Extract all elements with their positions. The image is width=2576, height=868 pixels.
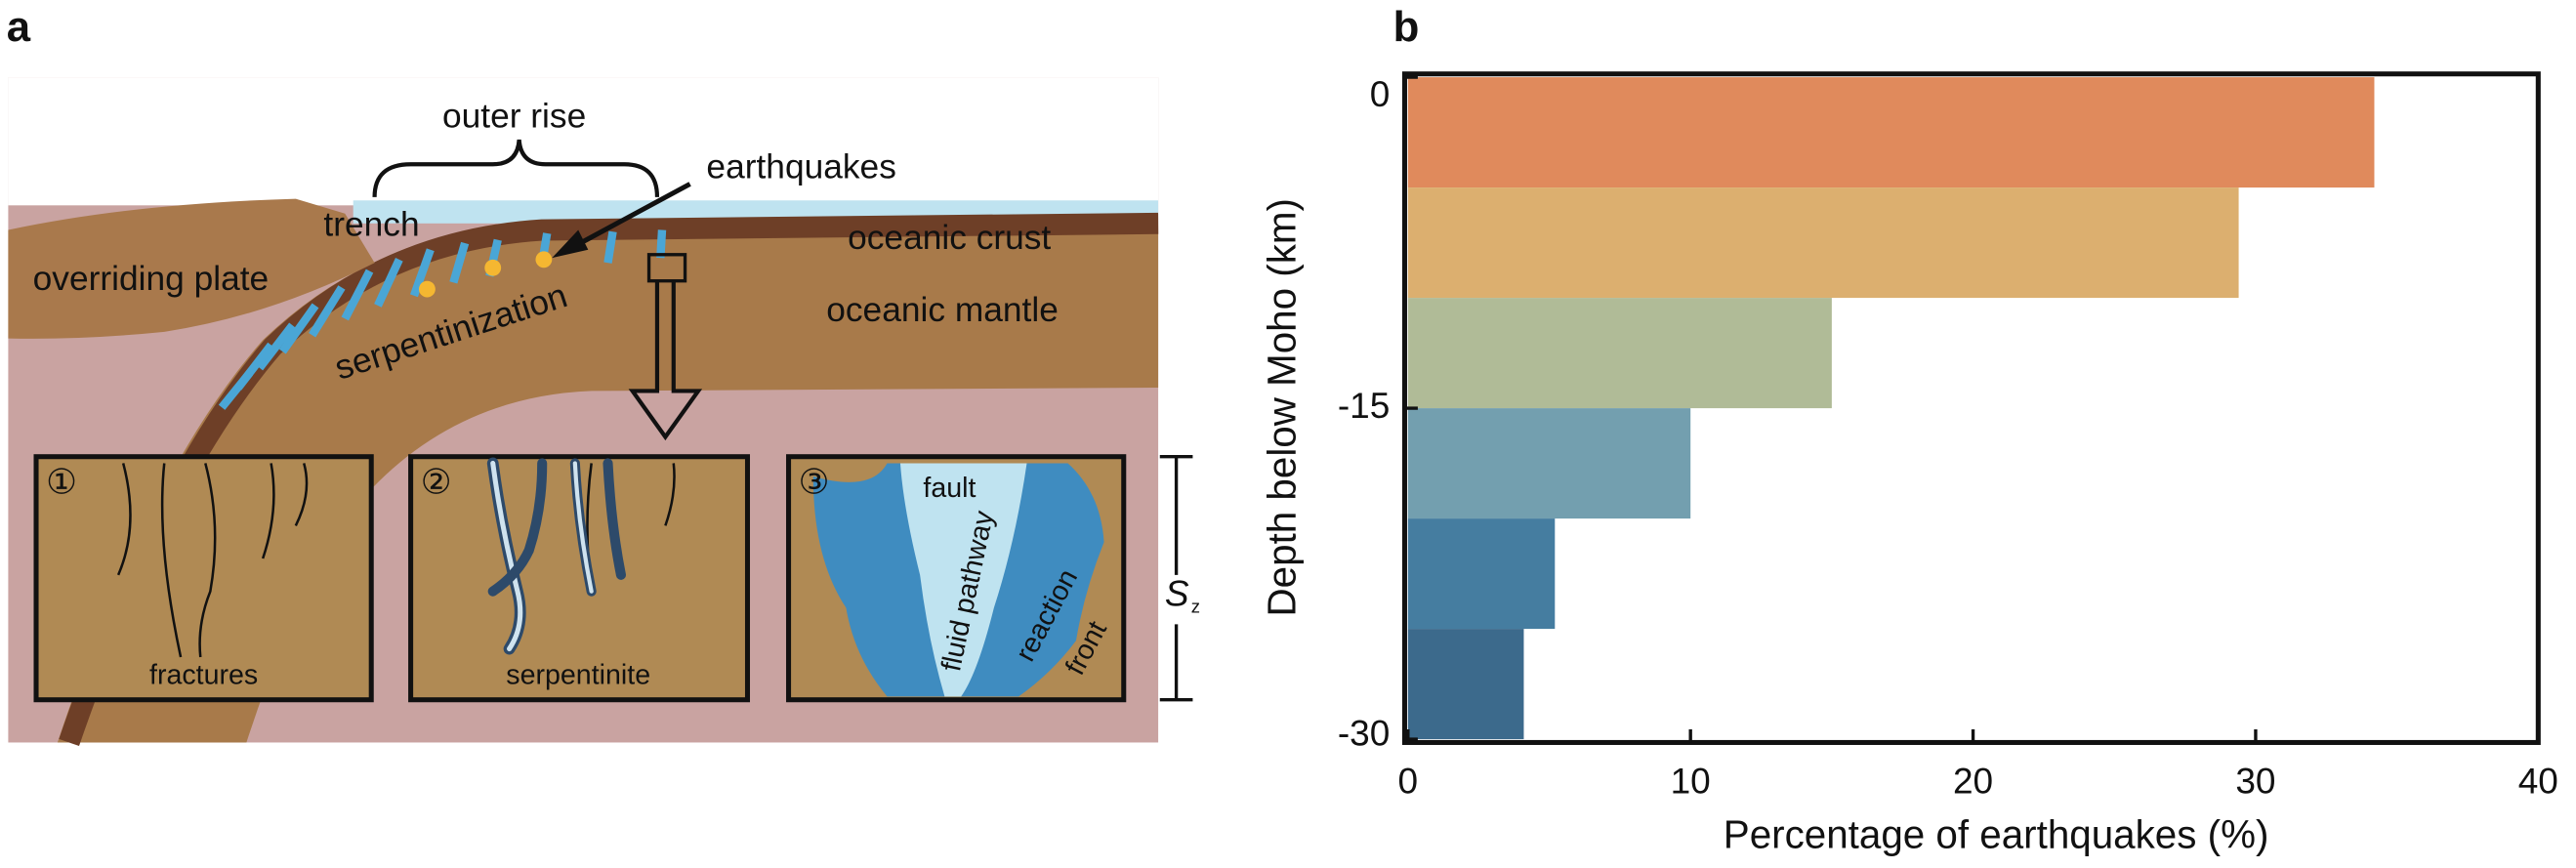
inset-number: ③ [799,464,830,502]
diagram-label: trench [323,206,419,244]
sample-box [646,253,687,283]
inset-label: fractures [149,660,258,691]
plot-frame [1401,71,2541,745]
scale-arrow [1159,455,1193,702]
diagram [8,77,1193,747]
diagram-label: outer rise [442,97,586,135]
bar [1407,298,1832,409]
y-tick-label: 0 [1370,73,1391,114]
inset-label: serpentinite [506,660,650,691]
outer-rise-brace [372,139,660,197]
fault-pathway [899,463,1027,697]
serpentinite-veins [486,457,626,655]
scale-subscript: z [1191,596,1200,616]
oceanic-plate [57,213,1159,743]
y-axis-label: Depth below Moho (km) [1259,198,1304,616]
scale-symbol: S [1165,573,1189,614]
overriding-plate [8,198,375,339]
x-tick-label: 20 [1953,760,1993,801]
inset-number: ① [46,464,77,502]
bar [1407,629,1524,740]
bar [1407,187,2239,299]
x-tick-label: 30 [2235,760,2275,801]
x-axis-label: Percentage of earthquakes (%) [1724,812,2269,857]
x-tick-label: 40 [2518,760,2558,801]
inset-number: ② [421,464,452,502]
sky [8,77,1159,206]
inset-label: fault [923,473,976,504]
diagram-label: earthquakes [706,148,895,186]
zoom-arrow [628,280,703,441]
x-tick-label: 0 [1398,760,1419,801]
diagram-label: overriding plate [33,260,270,298]
panel-label: a [7,3,31,51]
bar [1407,77,2375,188]
inset-1 [33,454,374,703]
arrowhead [552,229,589,259]
y-tick-label: -15 [1338,385,1390,426]
bar [1407,408,1691,519]
bar [1407,518,1556,630]
earthquake-stars [419,251,553,298]
y-tick-label: -30 [1338,713,1390,754]
diagram-label: oceanic mantle [826,291,1059,329]
panel-label: b [1393,3,1420,51]
earthquake-arrow [563,182,691,254]
diagram-label: oceanic crust [848,219,1051,257]
x-tick-label: 10 [1671,760,1711,801]
